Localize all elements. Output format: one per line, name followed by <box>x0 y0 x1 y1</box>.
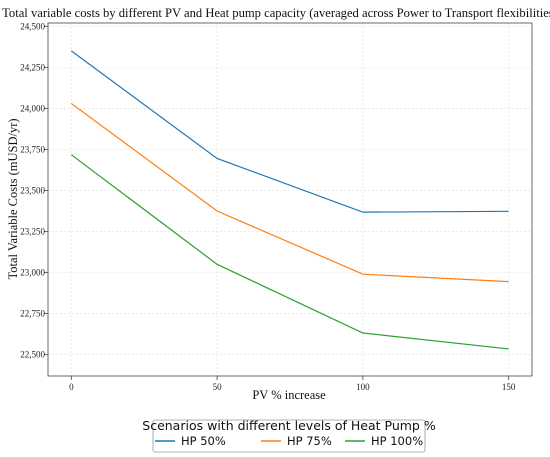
legend-items: HP 50% HP 75% HP 100% <box>155 434 423 448</box>
legend: Scenarios with different levels of Heat … <box>142 418 436 453</box>
y-tick-label: 24,250 <box>20 62 45 72</box>
series-lines <box>70 50 509 350</box>
y-tick-label: 24,000 <box>20 103 45 113</box>
legend-title: Scenarios with different levels of Heat … <box>142 418 436 433</box>
y-tick-label: 22,500 <box>20 350 45 360</box>
y-axis: 22,500 22,750 23,000 23,250 23,500 23,750 24,0… <box>20 21 48 360</box>
grid-lines <box>48 23 532 376</box>
x-axis-title: PV % increase <box>252 388 326 402</box>
y-tick-label: 23,250 <box>20 227 45 237</box>
y-axis-title: Total Variable Costs (mUSD/yr) <box>6 118 20 279</box>
legend-label: HP 50% <box>181 434 226 448</box>
y-tick-label: 23,750 <box>20 144 45 154</box>
y-tick-label: 24,500 <box>20 21 45 31</box>
x-tick-label: 100 <box>356 382 370 392</box>
x-tick-label: 0 <box>69 382 74 392</box>
legend-label: HP 75% <box>287 434 332 448</box>
y-tick-label: 23,000 <box>20 268 45 278</box>
chart-title: Total variable costs by different PV and… <box>2 6 550 20</box>
x-axis: 0 50 100 150 <box>69 376 516 392</box>
y-tick-label: 23,500 <box>20 185 45 195</box>
legend-label: HP 100% <box>371 434 423 448</box>
series-line <box>70 102 509 283</box>
series-line <box>70 154 509 350</box>
series-line <box>70 50 509 213</box>
plot-area-frame <box>47 22 533 377</box>
legend-box <box>152 419 426 453</box>
x-tick-label: 150 <box>502 382 516 392</box>
x-tick-label: 50 <box>213 382 223 392</box>
y-tick-label: 22,750 <box>20 309 45 319</box>
